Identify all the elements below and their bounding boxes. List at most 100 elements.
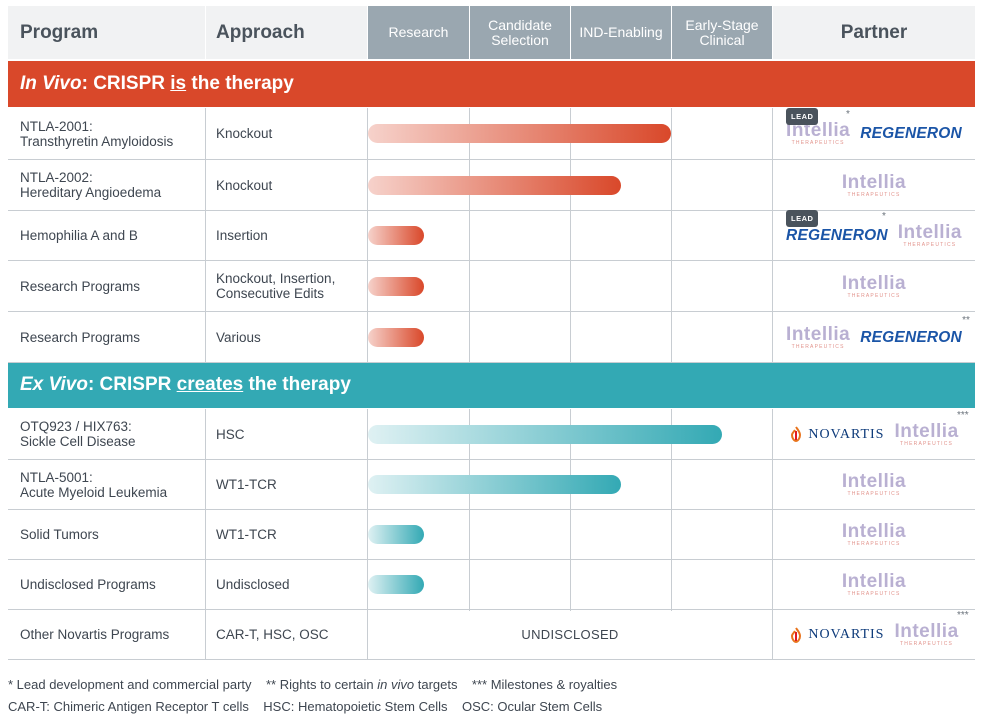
- regeneron-logo: REGENERON: [786, 227, 888, 244]
- approach: WT1-TCR: [216, 527, 277, 542]
- column-divider: [469, 409, 470, 660]
- intellia-logo-sub: THERAPEUTICS: [847, 491, 901, 497]
- regeneron-logo: REGENERON: [860, 328, 962, 346]
- intellia-logo-word: Intellia: [841, 521, 907, 542]
- header-phase-research: Research: [368, 6, 469, 59]
- intellia-logo: Intellia THERAPEUTICS: [842, 472, 906, 497]
- program-name: Solid Tumors: [20, 527, 99, 542]
- header-approach: Approach: [206, 6, 367, 59]
- program-name: Undisclosed Programs: [20, 577, 156, 592]
- pipeline-row: NTLA-2002: Hereditary Angioedema Knockou…: [8, 160, 975, 210]
- intellia-logo: Intellia THERAPEUTICS: [842, 572, 906, 597]
- program-name: NTLA-2002: Hereditary Angioedema: [20, 170, 162, 200]
- program-name: Research Programs: [20, 278, 141, 294]
- lead-badge: LEAD: [786, 210, 819, 227]
- column-divider: [205, 108, 206, 362]
- section-ex-vivo-underline: creates: [176, 374, 244, 395]
- intellia-logo-sub: THERAPEUTICS: [900, 440, 954, 447]
- section-in-vivo-italic: In Vivo: [20, 73, 82, 94]
- approach: Insertion: [216, 228, 268, 243]
- footnote-mark: ***: [956, 409, 969, 421]
- intellia-logo: Intellia THERAPEUTICS: [894, 422, 958, 447]
- approach: HSC: [216, 426, 245, 442]
- partner-cell: *** NOVARTIS Intellia THERAPEUTICS: [773, 610, 975, 659]
- intellia-logo-word: Intellia: [894, 621, 959, 642]
- column-divider: [205, 409, 206, 660]
- section-ex-vivo-pre: : CRISPR: [87, 374, 177, 395]
- intellia-logo-word: Intellia: [841, 571, 907, 592]
- pipeline-row: Hemophilia A and B Insertion LEAD * REGE…: [8, 210, 975, 260]
- approach: WT1-TCR: [216, 477, 277, 492]
- column-divider: [570, 409, 571, 660]
- partner-cell: LEAD * Intellia THERAPEUTICS REGENERON: [773, 108, 975, 159]
- row-separator: [8, 509, 975, 510]
- approach: Knockout, Insertion, Consecutive Edits: [216, 271, 336, 301]
- row-separator: [8, 159, 975, 160]
- row-separator: [8, 260, 975, 261]
- pipeline-row: NTLA-5001: Acute Myeloid Leukemia WT1-TC…: [8, 460, 975, 509]
- undisclosed-label: UNDISCLOSED: [521, 627, 619, 642]
- row-separator: [8, 362, 975, 363]
- section-in-vivo-post: the therapy: [186, 73, 294, 94]
- novartis-logo-word: NOVARTIS: [808, 627, 885, 642]
- section-ex-vivo-post: the therapy: [243, 374, 351, 395]
- pipeline-bar: [368, 327, 424, 347]
- approach: Undisclosed: [216, 577, 290, 592]
- header-phase-candidate: Candidate Selection: [470, 6, 570, 59]
- header-program: Program: [8, 6, 205, 59]
- pipeline-row: Other Novartis Programs CAR-T, HSC, OSC …: [8, 610, 975, 659]
- partner-cell: LEAD * REGENERON Intellia THERAPEUTICS: [773, 210, 975, 260]
- section-in-vivo-pre: : CRISPR: [81, 73, 171, 94]
- intellia-logo: Intellia THERAPEUTICS: [786, 121, 850, 146]
- column-divider: [671, 108, 672, 362]
- pipeline-bar: [368, 424, 722, 444]
- footnote-line-2: CAR-T: Chimeric Antigen Receptor T cells…: [8, 699, 603, 714]
- pipeline-row: NTLA-2001: Transthyretin Amyloidosis Kno…: [8, 108, 975, 159]
- pipeline-row: Solid Tumors WT1-TCR Intellia THERAPEUTI…: [8, 510, 975, 559]
- section-ex-vivo: Ex Vivo : CRISPR creates the therapy: [8, 362, 975, 408]
- program-name: OTQ923 / HIX763: Sickle Cell Disease: [20, 419, 136, 449]
- intellia-logo-word: Intellia: [841, 171, 907, 193]
- intellia-logo-word: Intellia: [786, 120, 851, 141]
- intellia-logo: Intellia THERAPEUTICS: [786, 325, 850, 350]
- intellia-logo-word: Intellia: [841, 272, 907, 294]
- column-divider: [367, 108, 368, 362]
- pipeline-bar: [368, 175, 621, 195]
- novartis-flame-icon: [791, 626, 802, 643]
- program-name: NTLA-5001: Acute Myeloid Leukemia: [20, 469, 168, 500]
- lead-badge: LEAD: [786, 108, 819, 125]
- column-divider: [772, 108, 773, 362]
- approach: Various: [216, 329, 261, 345]
- pipeline-row: Research Programs Knockout, Insertion, C…: [8, 261, 975, 311]
- intellia-logo: Intellia THERAPEUTICS: [894, 622, 958, 647]
- pipeline-row: Undisclosed Programs Undisclosed Intelli…: [8, 560, 975, 609]
- row-separator: [8, 210, 975, 211]
- column-divider: [570, 108, 571, 362]
- intellia-logo-word: Intellia: [841, 471, 907, 492]
- pipeline-bar: [368, 276, 424, 296]
- row-separator: [8, 659, 975, 660]
- row-separator: [8, 609, 975, 610]
- program-name: Hemophilia A and B: [20, 228, 138, 243]
- pipeline-bar: [368, 226, 424, 245]
- header-phase-ind: IND-Enabling: [571, 6, 671, 59]
- footnote-line-1-italic: in vivo: [377, 677, 415, 692]
- intellia-logo-word: Intellia: [897, 222, 962, 243]
- footnote-line-1: * Lead development and commercial party …: [8, 677, 617, 692]
- intellia-logo-sub: THERAPEUTICS: [847, 191, 901, 198]
- section-in-vivo-underline: is: [170, 73, 187, 94]
- novartis-logo: NOVARTIS: [789, 626, 885, 643]
- partner-cell: Intellia THERAPEUTICS: [773, 560, 975, 609]
- intellia-logo: Intellia THERAPEUTICS: [898, 223, 962, 248]
- row-separator: [8, 559, 975, 560]
- partner-cell: Intellia THERAPEUTICS: [773, 160, 975, 210]
- footnote-mark: ***: [956, 610, 969, 621]
- novartis-logo: NOVARTIS: [789, 426, 884, 442]
- partner-cell: Intellia THERAPEUTICS: [773, 261, 975, 311]
- footnote-mark: *: [882, 211, 886, 222]
- intellia-logo-word: Intellia: [894, 420, 959, 442]
- program-name: Research Programs: [20, 329, 141, 345]
- regeneron-logo: REGENERON: [860, 125, 962, 142]
- approach: CAR-T, HSC, OSC: [216, 627, 329, 642]
- pipeline-bar: [368, 475, 621, 494]
